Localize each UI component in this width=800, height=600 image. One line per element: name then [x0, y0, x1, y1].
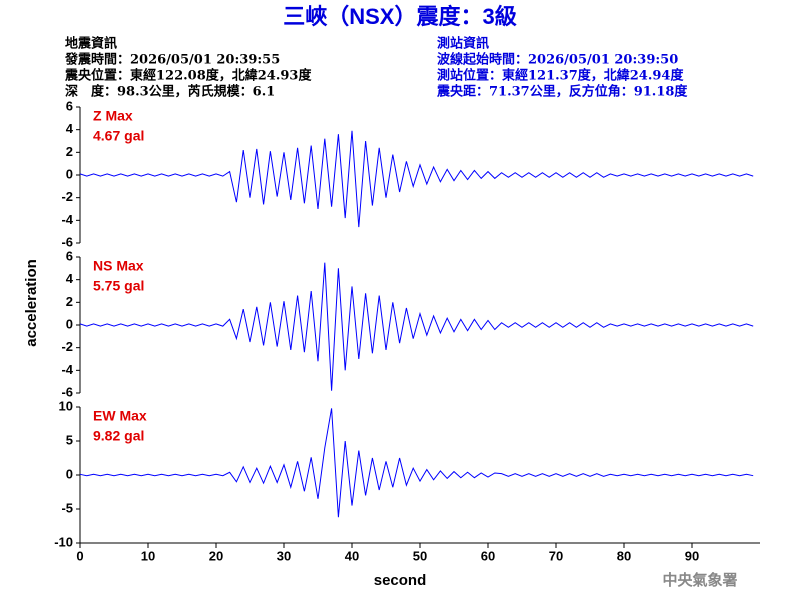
y-tick-label: -4 — [61, 212, 73, 227]
x-axis-label: second — [374, 572, 427, 589]
info-line: 震央距：71.37公里，反方位角：91.18度 — [436, 84, 688, 100]
y-tick-label: 6 — [66, 98, 73, 113]
annotation: NS Max — [93, 258, 144, 274]
annotation: 9.82 gal — [93, 428, 144, 444]
annotation: 5.75 gal — [93, 278, 144, 294]
y-tick-label: -10 — [54, 534, 73, 549]
y-axis-label: acceleration — [23, 259, 40, 347]
annotation: EW Max — [93, 408, 147, 424]
y-tick-label: 0 — [66, 466, 73, 481]
y-tick-label: 10 — [59, 398, 73, 413]
x-tick-label: 50 — [413, 548, 427, 563]
y-tick-label: 6 — [66, 248, 73, 263]
info-line: 發震時間：2026/05/01 20:39:55 — [64, 52, 280, 68]
x-tick-label: 90 — [685, 548, 699, 563]
annotation: 4.67 gal — [93, 128, 144, 144]
y-tick-label: 5 — [66, 432, 73, 447]
chart-title: 三峽（NSX）震度：3級 — [283, 4, 516, 29]
y-tick-label: -6 — [61, 384, 73, 399]
waveform — [79, 130, 754, 228]
waveform — [79, 408, 754, 518]
x-tick-label: 80 — [617, 548, 631, 563]
y-tick-label: -6 — [61, 234, 73, 249]
info-line: 深 度：98.3公里，芮氏規模：6.1 — [65, 84, 275, 100]
info-line: 震央位置：東經122.08度，北緯24.93度 — [64, 68, 312, 84]
info-line: 地震資訊 — [65, 36, 117, 52]
waveform — [79, 262, 754, 391]
x-tick-label: 30 — [277, 548, 291, 563]
y-tick-label: 4 — [66, 271, 74, 286]
x-tick-label: 40 — [345, 548, 359, 563]
y-tick-label: -2 — [61, 339, 73, 354]
x-tick-label: 60 — [481, 548, 495, 563]
info-line: 波線起始時間：2026/05/01 20:39:50 — [437, 52, 678, 68]
y-tick-label: -4 — [61, 362, 73, 377]
y-tick-label: 0 — [66, 166, 73, 181]
info-line: 測站資訊 — [437, 36, 489, 52]
x-tick-label: 70 — [549, 548, 563, 563]
annotation: Z Max — [93, 108, 133, 124]
x-tick-label: 10 — [141, 548, 155, 563]
y-tick-label: 2 — [66, 144, 73, 159]
y-tick-label: 4 — [66, 121, 74, 136]
y-tick-label: -5 — [61, 500, 73, 515]
y-tick-label: 2 — [66, 294, 73, 309]
x-tick-label: 20 — [209, 548, 223, 563]
footer: 中央氣象署 — [662, 571, 737, 589]
y-tick-label: -2 — [61, 189, 73, 204]
y-tick-label: 0 — [66, 316, 73, 331]
x-tick-label: 0 — [76, 548, 83, 563]
info-line: 測站位置：東經121.37度，北緯24.94度 — [437, 68, 684, 84]
